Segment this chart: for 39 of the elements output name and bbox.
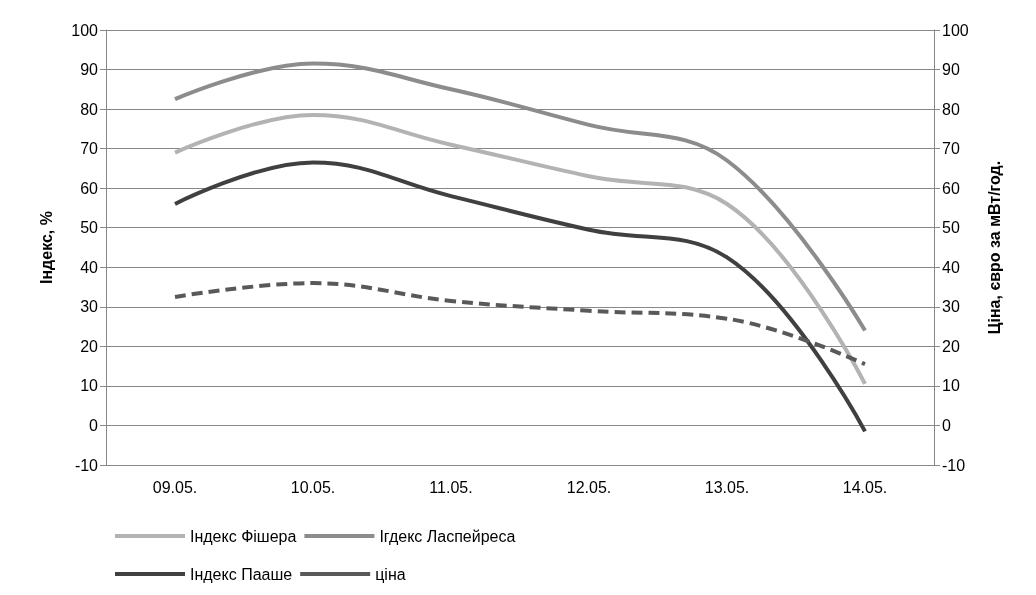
y2-tick-label: -10 [942,456,966,474]
y-tick-label: 20 [80,337,99,355]
y2-tick-label: 90 [942,61,960,79]
y2-tick-label: 70 [942,140,960,158]
line-series [173,160,867,434]
x-tick-label: 11.05. [429,478,473,496]
y2-tick-label: 30 [942,298,960,316]
legend-label: Ігдекс Ласпейреса [379,527,516,545]
y-tick-label: 100 [71,21,99,39]
x-tick-label: 09.05. [152,478,198,496]
y2-tick-label: 40 [942,258,960,276]
y2-tick-label: 100 [942,21,969,39]
line-series [173,113,867,386]
y-tick-label: 30 [80,298,99,316]
line-series [173,281,867,367]
y-tick-label: 0 [89,416,99,434]
x-tick-label: 13.05. [704,478,750,496]
x-tick-label: 12.05. [566,478,612,496]
y2-axis-title: Ціна, євро за мВт/год. [985,160,1003,335]
legend-label: Індекс Фішера [190,527,297,545]
y-tick-label: 10 [80,377,99,395]
legend-label: Індекс Пааше [190,565,293,583]
y2-tick-label: 50 [942,219,960,237]
y-tick-label: 80 [80,100,99,118]
y-tick-label: 60 [80,179,99,197]
legend-label: ціна [375,565,406,583]
y-tick-label: -10 [74,456,99,474]
y-tick-label: 50 [80,219,99,237]
y2-tick-label: 10 [942,377,960,395]
x-tick-label: 10.05. [290,478,336,496]
y-axis-title: Індекс, % [37,211,55,284]
y2-tick-label: 60 [942,179,960,197]
y-tick-label: 40 [80,258,99,276]
y-tick-label: 70 [80,140,99,158]
x-tick-label: 14.05. [842,478,888,496]
y2-tick-label: 0 [942,416,951,434]
y-tick-label: 90 [80,61,99,79]
y2-tick-label: 80 [942,100,960,118]
y2-tick-label: 20 [942,337,960,355]
